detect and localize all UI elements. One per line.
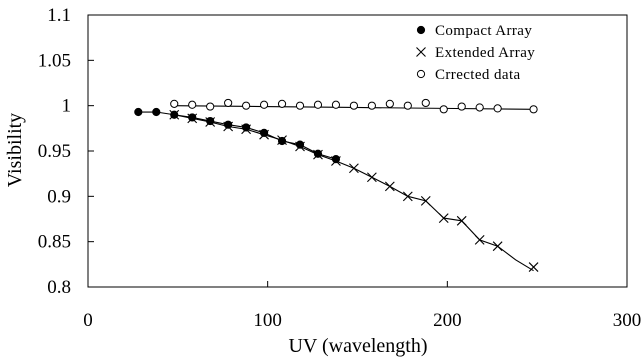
corrected-data-point: [206, 102, 215, 111]
y-tick-label: 0.95: [38, 141, 71, 162]
extended-array-point: [474, 234, 485, 245]
corrected-data-point: [457, 102, 466, 111]
legend: Compact Array Extended Array Crrected data: [416, 23, 535, 83]
cross-stroke: [416, 47, 426, 57]
x-tick-label: 0: [83, 310, 93, 331]
compact-array-point: [224, 120, 233, 129]
corrected-data-point: [242, 101, 251, 110]
compact-array-curve: [138, 111, 337, 160]
x-tick-label: 200: [433, 310, 462, 331]
x-axis-title: UV (wavelength): [288, 335, 427, 357]
corrected-data-point: [421, 98, 430, 108]
compact-array-point: [259, 128, 269, 137]
corrected-data-point: [259, 100, 269, 109]
compact-array-point: [242, 123, 251, 132]
cross-stroke: [420, 195, 431, 206]
corrected-data-point: [331, 100, 341, 109]
legend-corrected-data-label: Crrected data: [435, 67, 521, 83]
x-tick-label: 300: [613, 310, 642, 331]
extended-array-point: [438, 213, 449, 223]
plot-area: [87, 14, 628, 288]
extended-array-point: [456, 215, 467, 226]
extended-array-point: [492, 241, 503, 252]
legend-compact-array-marker: [416, 25, 426, 35]
compact-array-point: [277, 136, 287, 146]
compact-array-point: [188, 113, 197, 122]
compact-array-point: [206, 116, 215, 126]
compact-array-point: [134, 107, 143, 117]
y-tick-label: 0.8: [47, 277, 71, 298]
extended-array-point: [528, 262, 539, 272]
compact-array-point: [152, 107, 161, 117]
cross-stroke: [492, 241, 503, 252]
legend-compact-array: Compact Array: [416, 23, 532, 39]
corrected-data-point: [277, 99, 287, 108]
compact-array-point: [295, 140, 305, 149]
corrected-data-point: [367, 101, 376, 110]
cross-stroke: [384, 181, 395, 192]
compact-array-point: [313, 149, 323, 158]
extended-array-point: [402, 191, 413, 202]
y-tick-label: 0.9: [47, 186, 71, 207]
y-tick-label: 1.1: [47, 5, 71, 26]
corrected-data-point: [385, 99, 394, 108]
legend-corrected-data-marker: [416, 69, 426, 79]
plot-border: [87, 14, 628, 288]
corrected-data-point: [224, 98, 233, 108]
extended-array-point: [420, 195, 431, 206]
cross-stroke: [438, 213, 449, 223]
compact-array-point: [331, 155, 341, 164]
corrected-data-point: [313, 100, 323, 109]
extended-array-point: [366, 172, 377, 183]
cross-stroke: [349, 163, 359, 174]
corrected-data-point: [403, 101, 412, 110]
extended-array-point: [384, 181, 395, 192]
y-tick-label: 0.85: [38, 232, 71, 253]
legend-extended-array-marker: [416, 47, 426, 57]
extended-array-curve: [174, 114, 534, 272]
legend-extended-array: Extended Array: [416, 45, 535, 61]
corrected-data-point: [188, 100, 197, 109]
cross-stroke: [402, 191, 413, 202]
y-axis-title: Visibility: [4, 113, 26, 187]
x-tick-label: 100: [253, 310, 282, 331]
y-tick-label: 1: [62, 96, 72, 117]
legend-extended-array-label: Extended Array: [435, 45, 535, 61]
fit-curves: [138, 105, 534, 272]
y-tick-label: 1.05: [38, 50, 71, 71]
compact-array-point: [170, 110, 179, 119]
legend-compact-array-label: Compact Array: [435, 23, 532, 39]
legend-corrected-data: Crrected data: [416, 67, 521, 83]
axis-ticks: 0 100 200 300 0.8 0.85 0.9 0.95 1 1.05 1.1: [38, 5, 642, 331]
extended-array-point: [349, 163, 359, 174]
corrected-data-point: [170, 99, 179, 108]
cross-stroke: [528, 262, 539, 272]
corrected-data-point: [439, 105, 448, 114]
corrected-data-point: [295, 101, 305, 110]
cross-stroke: [474, 234, 485, 245]
data-markers: [134, 98, 539, 272]
corrected-data-point: [475, 103, 484, 112]
corrected-data-point: [493, 104, 502, 113]
corrected-data-point: [529, 105, 538, 114]
cross-stroke: [456, 215, 467, 226]
corrected-data-point: [349, 101, 359, 110]
cross-stroke: [366, 172, 377, 183]
